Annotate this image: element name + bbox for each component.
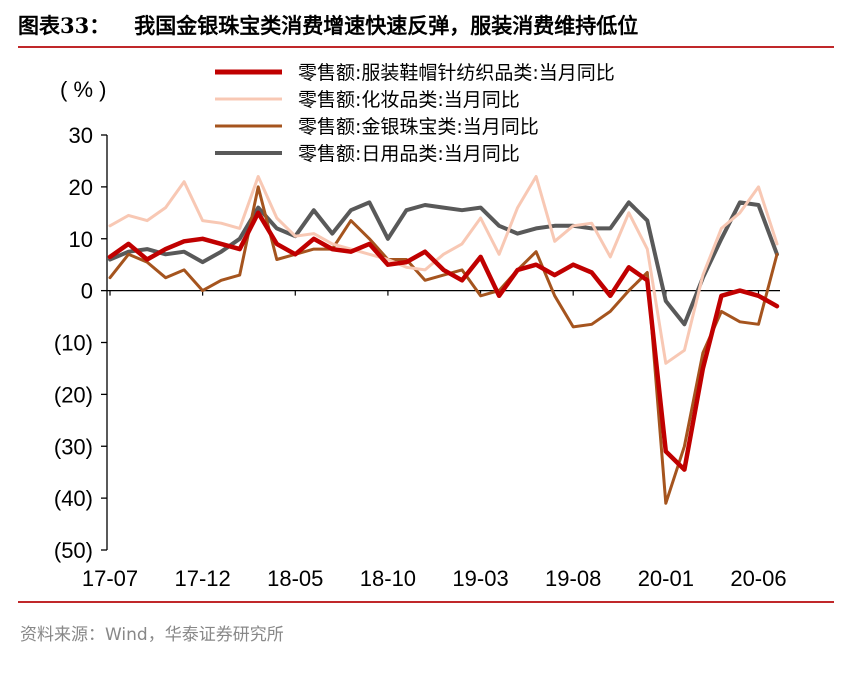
x-tick-label: 18-10 [360,566,416,591]
legend-label-1: 零售额:服装鞋帽针纺织品类:当月同比 [298,62,615,84]
y-tick-label: (40) [54,486,93,511]
y-axis-unit-label: ( % ) [60,77,106,102]
y-axis: 30 20 10 0 (10) (20) (30) (40) (50) [54,123,108,563]
footer-divider [18,601,834,603]
legend-label-2: 零售额:化妆品类:当月同比 [298,89,520,111]
x-tick-label: 18-05 [267,566,323,591]
line-chart: 零售额:服装鞋帽针纺织品类:当月同比零售额:化妆品类:当月同比零售额:金银珠宝类… [54,62,787,591]
y-tick-label: 30 [69,123,93,148]
title-divider [18,46,834,48]
y-tick-label: 10 [69,227,93,252]
legend-label-3: 零售额:金银珠宝类:当月同比 [298,116,539,138]
figure-title-text: 我国金银珠宝类消费增速快速反弹，服装消费维持低位 [134,13,639,38]
series-line-1 [107,210,780,472]
figure-number: 图表33： [18,13,111,38]
series-line-4 [108,200,779,327]
plot-area [107,175,780,505]
series-line-3 [108,185,779,505]
y-tick-label: (20) [54,382,93,407]
source-note: 资料来源：Wind，华泰证券研究所 [20,625,284,645]
x-axis: 17-07 17-12 18-05 18-10 19-03 19-08 20-01 20-06 [82,289,787,591]
y-tick-label: (10) [54,331,93,356]
x-tick-label: 17-12 [174,566,230,591]
x-tick-label: 19-03 [452,566,508,591]
x-tick-label: 20-01 [638,566,694,591]
x-tick-label: 20-06 [730,566,786,591]
y-tick-label: 20 [69,175,93,200]
chart-legend: 零售额:服装鞋帽针纺织品类:当月同比零售额:化妆品类:当月同比零售额:金银珠宝类… [215,62,615,165]
y-tick-label: (30) [54,434,93,459]
legend-label-4: 零售额:日用品类:当月同比 [298,143,520,165]
y-tick-label: 0 [81,279,93,304]
x-tick-label: 17-07 [82,566,138,591]
x-tick-label: 19-08 [545,566,601,591]
figure-title: 图表33： 我国金银珠宝类消费增速快速反弹，服装消费维持低位 [18,10,638,40]
y-tick-label: (50) [54,538,93,563]
series-line-2 [108,175,779,365]
